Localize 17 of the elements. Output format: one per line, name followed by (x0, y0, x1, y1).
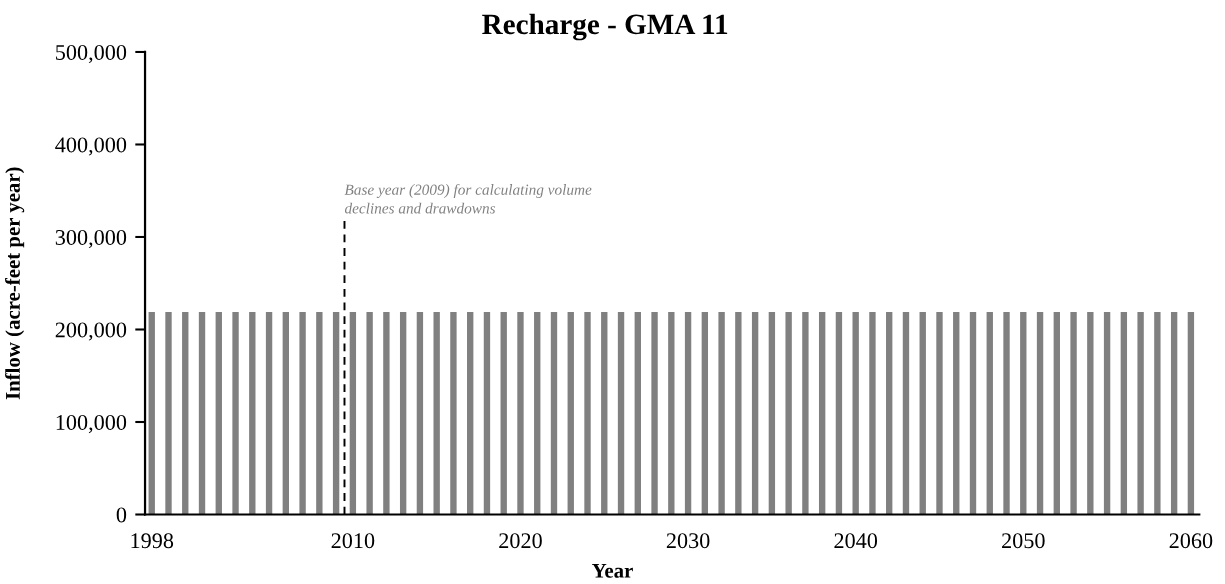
x-tick-label: 2010 (331, 533, 375, 549)
x-axis-title: Year (592, 563, 633, 578)
annotation: Base year (2009) for calculating volume declines and drawdowns (344, 183, 592, 214)
x-tick-label: 1998 (131, 533, 174, 549)
x-tick-label: 2060 (1169, 533, 1213, 549)
y-tick-label: 200,000 (55, 322, 127, 341)
y-axis-title: Inflow (acre-feet per year) (5, 167, 25, 400)
y-tick-label: 400,000 (55, 137, 127, 156)
x-tick-label: 2040 (834, 533, 878, 549)
y-tick-label: 100,000 (56, 414, 127, 434)
y-tick-label: 0 (116, 507, 127, 523)
y-tick-label: 300,000 (55, 229, 127, 249)
x-tick-label: 2020 (499, 533, 542, 549)
x-tick-label: 2030 (666, 533, 710, 549)
x-tick-label: 2050 (1002, 533, 1045, 549)
y-tick-label: 500,000 (56, 44, 127, 64)
chart-title: Recharge - GMA 11 (482, 13, 728, 41)
